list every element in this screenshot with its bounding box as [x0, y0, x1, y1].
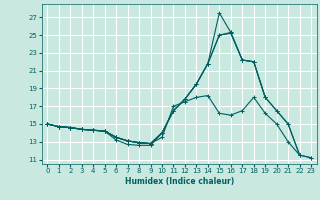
X-axis label: Humidex (Indice chaleur): Humidex (Indice chaleur) — [124, 177, 234, 186]
